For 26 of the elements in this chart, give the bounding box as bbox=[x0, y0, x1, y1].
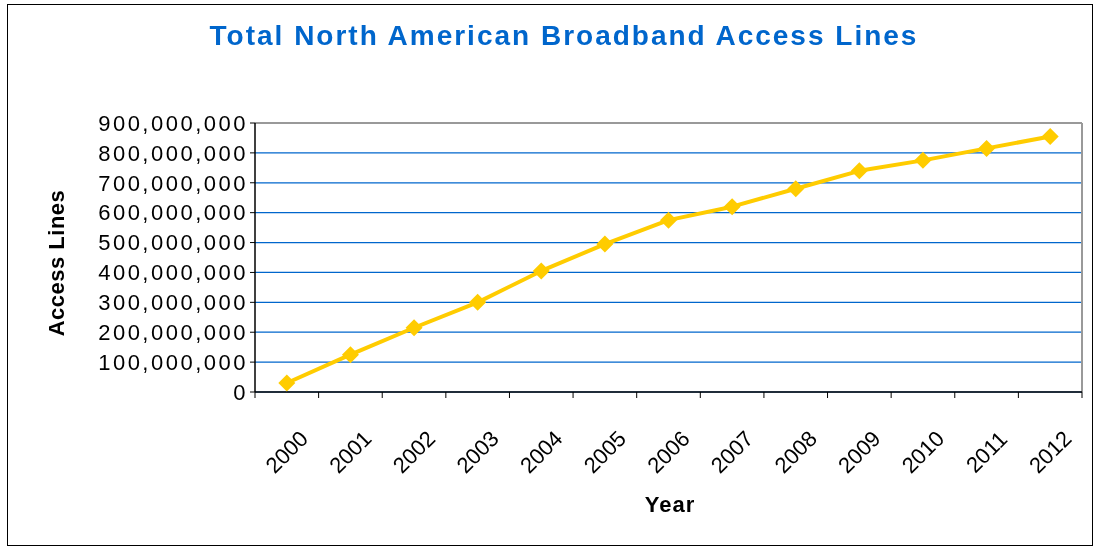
y-axis-title: Access Lines bbox=[44, 189, 70, 337]
point bbox=[1041, 127, 1059, 145]
point bbox=[914, 151, 932, 169]
point bbox=[660, 211, 677, 229]
y-tick-label: 200,000,000 bbox=[98, 320, 248, 346]
point bbox=[850, 162, 868, 180]
y-tick-label: 700,000,000 bbox=[98, 170, 248, 196]
point bbox=[532, 262, 550, 280]
y-tick-label: 0 bbox=[233, 379, 248, 405]
point bbox=[978, 139, 996, 157]
point bbox=[723, 198, 741, 216]
point bbox=[341, 346, 359, 364]
point bbox=[405, 319, 423, 337]
y-tick-label: 500,000,000 bbox=[98, 230, 248, 256]
y-tick-label: 900,000,000 bbox=[98, 110, 248, 136]
point bbox=[787, 180, 805, 198]
y-tick-label: 800,000,000 bbox=[98, 140, 248, 166]
point bbox=[469, 293, 487, 311]
point bbox=[596, 235, 614, 253]
y-tick-label: 600,000,000 bbox=[98, 200, 248, 226]
y-tick-label: 400,000,000 bbox=[98, 260, 248, 286]
y-tick-label: 300,000,000 bbox=[98, 290, 248, 316]
y-tick-label: 100,000,000 bbox=[98, 349, 248, 375]
chart-title: Total North American Broadband Access Lines bbox=[208, 20, 920, 52]
point bbox=[278, 374, 296, 392]
x-axis-title: Year bbox=[644, 492, 696, 518]
